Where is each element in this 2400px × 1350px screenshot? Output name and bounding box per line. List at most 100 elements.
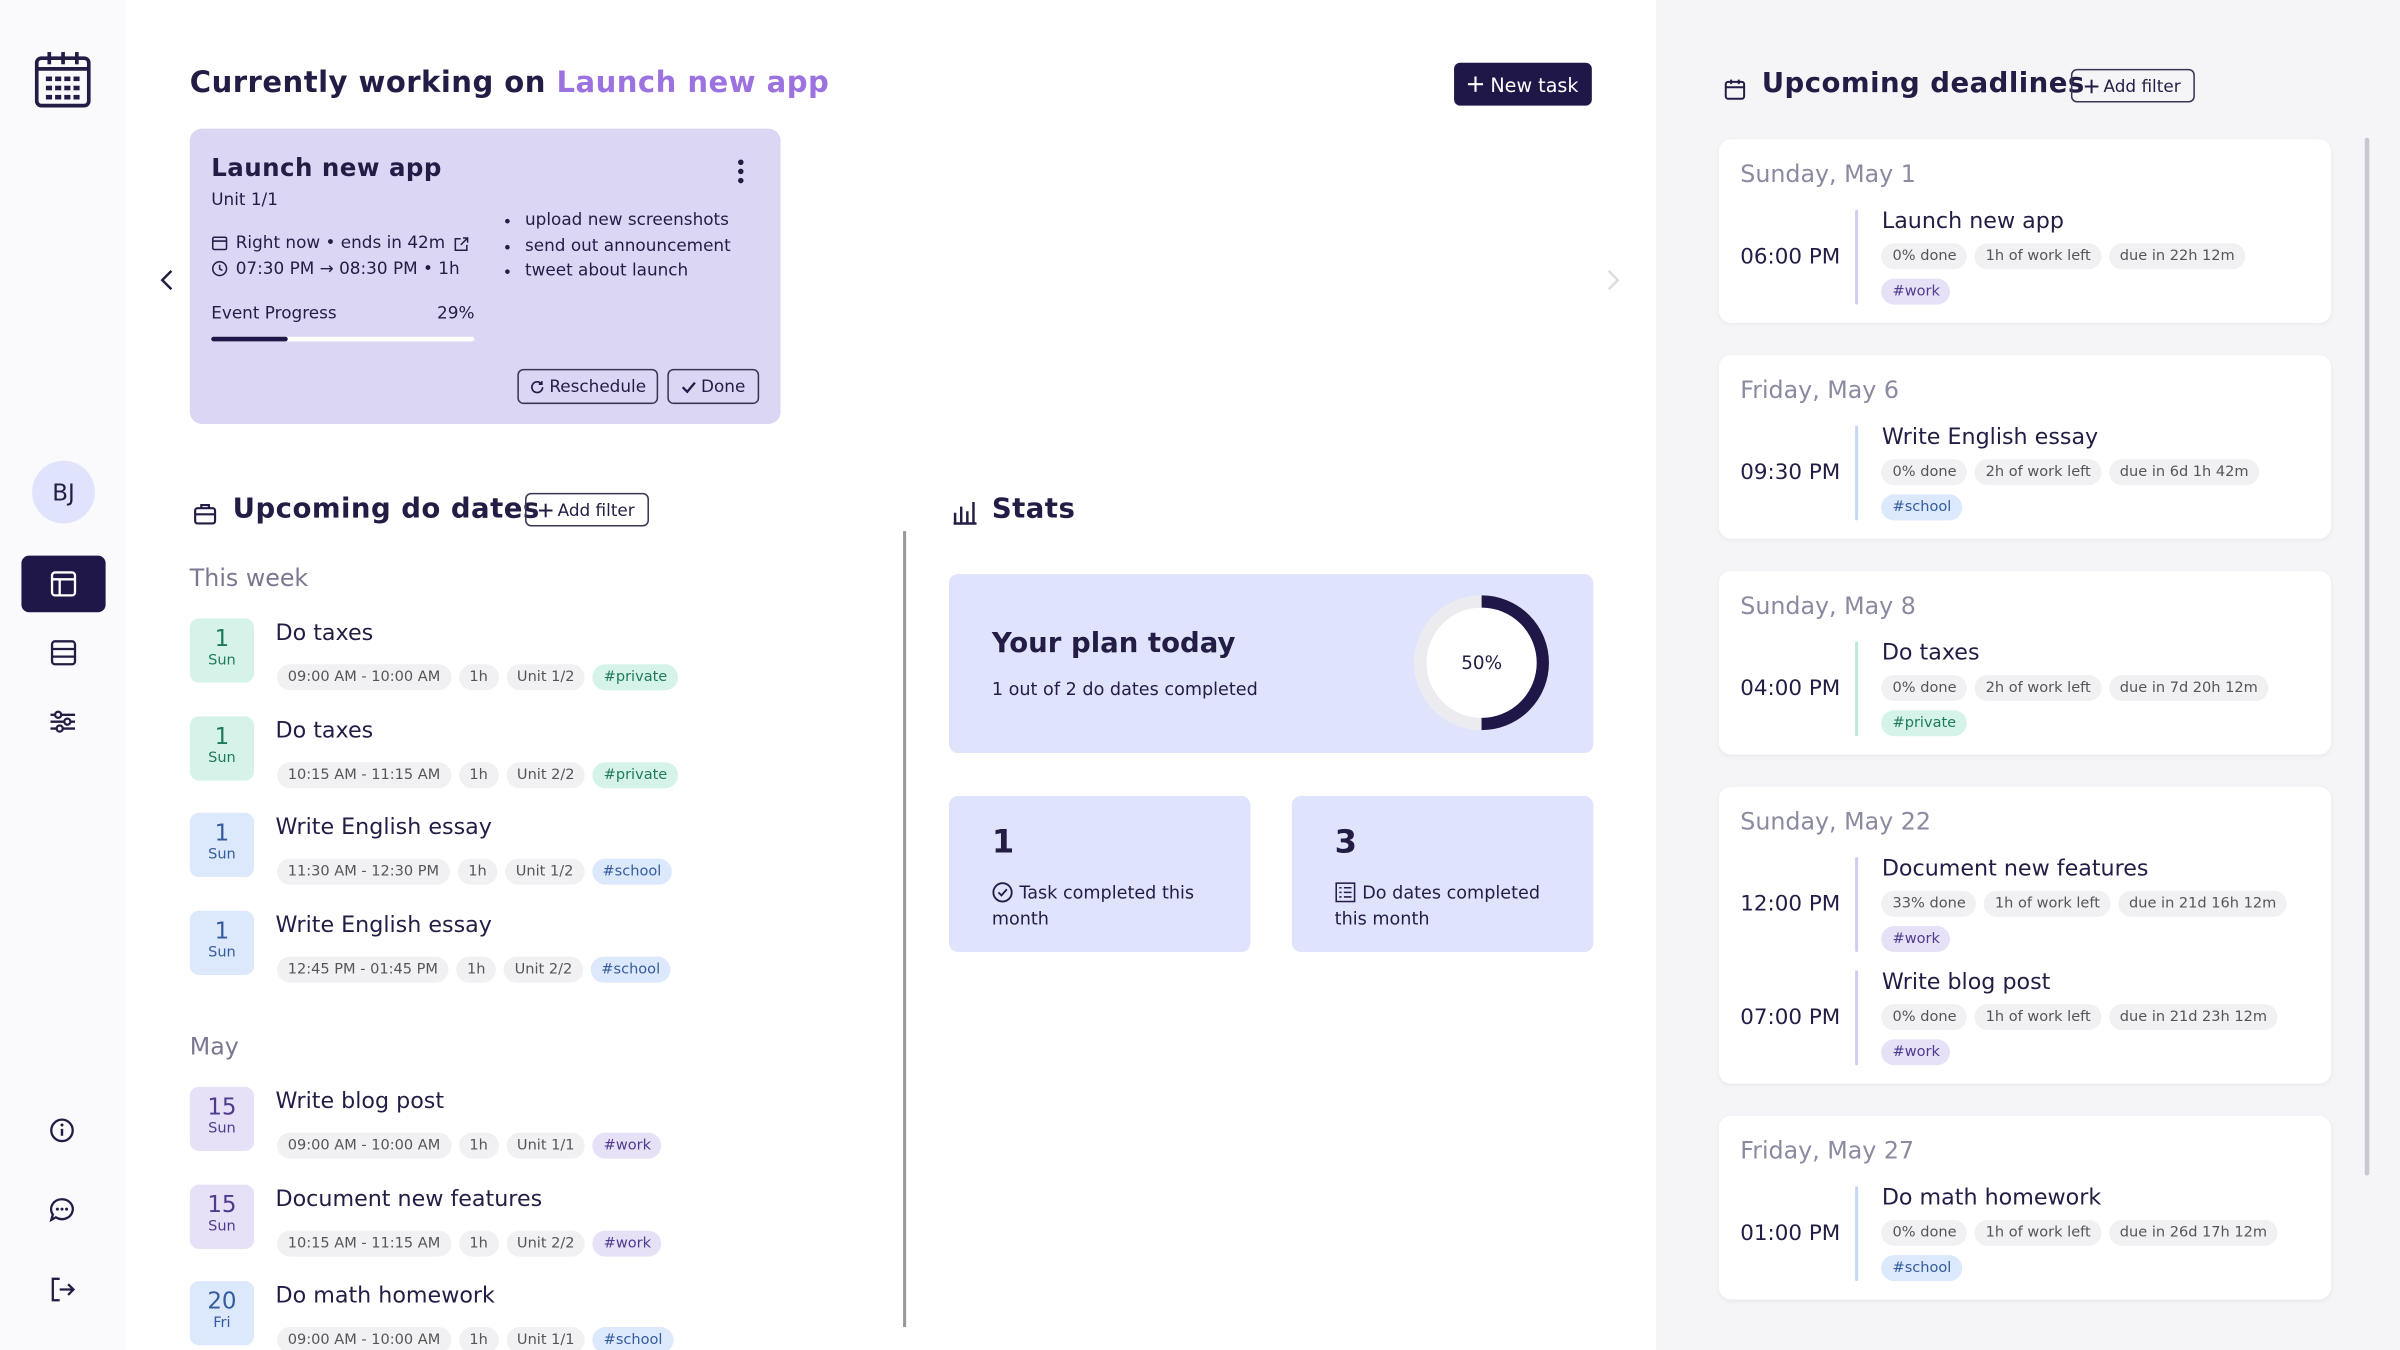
deadline-card: Friday, May 27 01:00 PM Do math homework 0%…: [1718, 1115, 2332, 1300]
date-badge: 1 Sun: [189, 909, 255, 975]
reschedule-button[interactable]: Reschedule: [517, 368, 659, 405]
add-filter-button[interactable]: Add filter: [524, 492, 649, 527]
deadline-entry: 04:00 PM Do taxes 0% done 2h of work left du…: [1740, 641, 2310, 737]
deadline-body: Launch new app 0% done 1h of work left due …: [1881, 210, 2310, 305]
deadline-body: Do math homework 0% done 1h of work left du…: [1881, 1186, 2310, 1282]
chip: 1h: [458, 1132, 499, 1159]
deadline-bar: [1854, 641, 1859, 737]
menu-icon[interactable]: [736, 155, 745, 185]
deadline-date: Friday, May 27: [1740, 1137, 1915, 1165]
chip: 0% done: [1881, 459, 1968, 486]
badge-weekday: Sun: [208, 1217, 236, 1235]
subtask: upload new screenshots: [525, 208, 731, 233]
tag: #work: [1881, 1039, 1951, 1066]
plan-subtitle: 1 out of 2 do dates completed: [991, 678, 1258, 700]
deadline-chips: 0% done 1h of work left due in 26d 17h 12m…: [1881, 1219, 2310, 1282]
chip: 0% done: [1881, 1004, 1968, 1031]
chip: Unit 2/2: [506, 761, 586, 788]
new-task-button[interactable]: New task: [1454, 62, 1592, 106]
chip: 1h: [458, 664, 499, 691]
deadline-time: 12:00 PM: [1740, 892, 1841, 917]
item-title: Do math homework: [275, 1284, 495, 1309]
logo-icon: [34, 52, 91, 108]
chip: due in 6d 1h 42m: [2109, 459, 2260, 486]
chip: 1h of work left: [1984, 890, 2111, 917]
item-title: Do taxes: [275, 621, 374, 646]
plan-card: Your plan today 1 out of 2 do dates compl…: [948, 573, 1594, 754]
deadline-entry: 09:30 PM Write English essay 0% done 2h of …: [1740, 425, 2309, 521]
deadline-entry: 01:00 PM Do math homework 0% done 1h of wor…: [1740, 1186, 2310, 1282]
deadline-title: Write blog post: [1881, 970, 2051, 995]
item-title: Write English essay: [275, 913, 492, 938]
item-chips: 10:15 AM - 11:15 AM 1h Unit 2/2 #work: [277, 1224, 669, 1256]
chip: 0% done: [1881, 674, 1968, 702]
chip: 1h of work left: [1974, 1004, 2102, 1031]
chip: Unit 1/1: [506, 1132, 586, 1159]
deadline-title: Document new features: [1881, 857, 2149, 882]
item-chips: 12:45 PM - 01:45 PM 1h Unit 2/2 #school: [277, 950, 678, 982]
group-label: This week: [189, 564, 309, 593]
header-highlight: Launch new app: [556, 65, 830, 100]
stat-label: Do dates completed this month: [1334, 881, 1540, 930]
chip: 10:15 AM - 11:15 AM: [277, 761, 452, 788]
add-filter-label: Add filter: [2103, 75, 2181, 96]
divider: [903, 531, 907, 1328]
avatar[interactable]: BJ: [32, 460, 95, 524]
deadline-bar: [1854, 1186, 1859, 1282]
stat-label: Task completed this month: [991, 881, 1195, 930]
deadline-date: Sunday, May 22: [1740, 808, 1931, 836]
done-button[interactable]: Done: [667, 368, 760, 405]
nav-active[interactable]: [21, 555, 106, 613]
chip: 09:00 AM - 10:00 AM: [277, 1132, 452, 1159]
prev-arrow[interactable]: [159, 263, 174, 292]
item-chips: 09:00 AM - 10:00 AM 1h Unit 1/1 #work: [277, 1127, 669, 1159]
deadline-card: Friday, May 6 09:30 PM Write English essay…: [1718, 355, 2332, 539]
deadlines-icon: [1723, 73, 1746, 102]
tag: #work: [1881, 278, 1951, 305]
deadline-chips: 0% done 2h of work left due in 7d 20h 12m #…: [1881, 674, 2310, 737]
logout-icon[interactable]: [49, 1277, 77, 1303]
deadline-title: Do taxes: [1881, 641, 1980, 666]
deadline-bar: [1854, 209, 1859, 305]
item-chips: 09:00 AM - 10:00 AM 1h Unit 1/2 #private: [277, 658, 686, 691]
chat-icon[interactable]: [49, 1197, 75, 1223]
deadline-entry: 12:00 PM Document new features 33% done 1h …: [1740, 857, 2309, 953]
chip: Unit 2/2: [506, 1229, 586, 1256]
chip: 0% done: [1881, 1219, 1968, 1246]
tag: #private: [1881, 710, 1967, 737]
when-row: Right now • ends in 42m: [211, 233, 469, 253]
stat-icon: [992, 876, 1013, 905]
external-icon[interactable]: [453, 233, 470, 253]
settings-icon[interactable]: [49, 709, 77, 735]
header-title: Currently working on Launch new app: [190, 66, 829, 100]
do-dates-icon: [193, 497, 217, 526]
stat-value: 3: [1334, 823, 1358, 861]
badge-day: 15: [207, 1092, 237, 1121]
deadline-date: Friday, May 6: [1740, 376, 1899, 405]
next-arrow[interactable]: [1606, 263, 1621, 292]
chip: 1h: [458, 1327, 499, 1350]
tag: #school: [590, 955, 671, 982]
deadline-bar: [1854, 857, 1859, 953]
add-filter-label: Add filter: [557, 499, 635, 520]
info-icon[interactable]: [49, 1117, 75, 1143]
add-filter-button[interactable]: Add filter: [2070, 68, 2195, 103]
stats-icon: [952, 496, 977, 525]
deadline-body: Write blog post 0% done 1h of work left due…: [1881, 970, 2310, 1066]
badge-weekday: Sun: [208, 1120, 236, 1138]
chip: 10:15 AM - 11:15 AM: [277, 1229, 452, 1256]
tag: #school: [591, 858, 673, 885]
list-icon[interactable]: [50, 640, 77, 666]
badge-day: 1: [214, 721, 230, 750]
deadline-time: 04:00 PM: [1740, 676, 1841, 702]
do-dates-title: Upcoming do dates: [232, 492, 540, 525]
stats-title: Stats: [991, 492, 1076, 525]
badge-weekday: Fri: [213, 1314, 231, 1332]
chip: 2h of work left: [1974, 459, 2102, 486]
header-prefix: Currently working on: [189, 65, 546, 100]
tag: #school: [592, 1327, 674, 1350]
chip: 1h: [458, 1229, 499, 1256]
deadline-date: Sunday, May 1: [1740, 160, 1916, 189]
badge-weekday: Sun: [208, 652, 236, 669]
deadline-title: Write English essay: [1881, 425, 2099, 450]
